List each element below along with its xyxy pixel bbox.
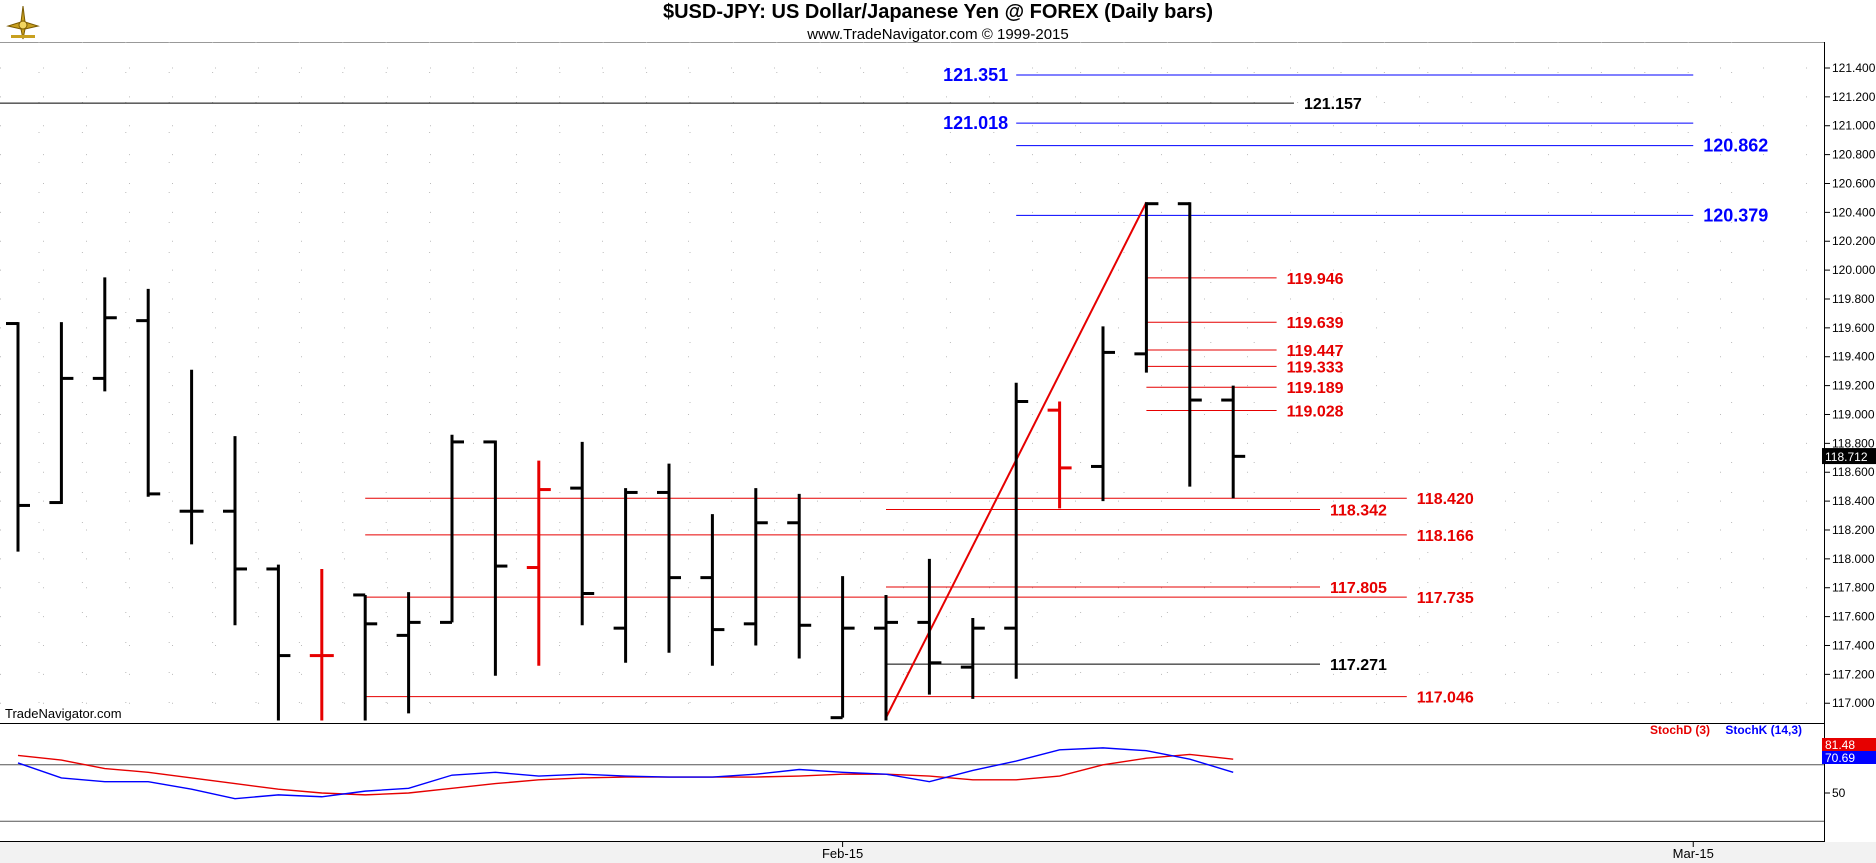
ohlc-bar [223, 436, 247, 626]
chart-subtitle: www.TradeNavigator.com © 1999-2015 [807, 26, 1069, 43]
ohlc-bar [1177, 202, 1202, 487]
y-tick-label: 121.400 [1832, 61, 1876, 75]
ohlc-bar [49, 322, 74, 505]
y-tick-label: 119.200 [1832, 379, 1875, 393]
level-label-119.447: 119.447 [1287, 343, 1344, 360]
ohlc-bar [92, 277, 117, 392]
trade-navigator-logo-icon [3, 2, 43, 42]
y-tick-label: 117.800 [1832, 581, 1875, 595]
level-label-121.157: 121.157 [1304, 96, 1362, 113]
ohlc-bar [526, 460, 551, 666]
ohlc-bar [309, 568, 334, 721]
ohlc-bar [700, 514, 725, 666]
ohlc-bar [874, 594, 898, 721]
level-label-119.028: 119.028 [1287, 403, 1344, 420]
ohlc-bar [6, 322, 30, 552]
y-tick-label: 119.400 [1832, 350, 1875, 364]
ohlc-bar [743, 488, 768, 646]
ohlc-bar [1047, 401, 1072, 509]
level-label-119.189: 119.189 [1287, 380, 1344, 397]
level-label-119.639: 119.639 [1287, 315, 1344, 332]
y-tick-label: 118.600 [1832, 465, 1875, 479]
y-tick-label: 120.400 [1832, 205, 1876, 219]
level-label-117.271: 117.271 [1330, 657, 1387, 674]
level-label-121.018: 121.018 [943, 113, 1008, 133]
ohlc-bar [1004, 382, 1029, 679]
y-tick-label: 117.000 [1832, 696, 1875, 710]
y-tick-label: 117.200 [1832, 667, 1875, 681]
ohlc-bar [266, 564, 291, 721]
level-label-118.342: 118.342 [1330, 502, 1387, 519]
level-label-117.805: 117.805 [1330, 580, 1387, 597]
chart-title: $USD-JPY: US Dollar/Japanese Yen @ FOREX… [662, 1, 1214, 23]
y-tick-label: 120.800 [1832, 148, 1876, 162]
y-tick-label: 117.400 [1832, 638, 1875, 652]
ohlc-bars [6, 202, 1246, 721]
stoch-series-d [17, 753, 1234, 796]
y-tick-label: 120.000 [1832, 263, 1876, 277]
y-tick-label: 119.800 [1832, 292, 1875, 306]
level-label-119.333: 119.333 [1287, 359, 1344, 376]
ohlc-bar [1221, 385, 1246, 499]
ohlc-bar [483, 440, 508, 676]
stoch-badge-label: 70.69 [1825, 751, 1855, 765]
date-axis-background [0, 842, 1876, 863]
ohlc-bar [353, 593, 378, 721]
x-tick-label: Mar-15 [1673, 846, 1714, 861]
stoch-y-tick-label: 50 [1832, 786, 1846, 800]
y-tick-label: 118.400 [1832, 494, 1875, 508]
level-label-118.420: 118.420 [1417, 491, 1474, 508]
y-tick-label: 119.000 [1832, 407, 1875, 421]
stoch-badge-label: 81.48 [1825, 738, 1855, 752]
level-label-118.166: 118.166 [1417, 528, 1474, 545]
level-label-117.046: 117.046 [1417, 690, 1474, 707]
y-tick-label: 118.000 [1832, 552, 1875, 566]
axis-background [1825, 42, 1876, 842]
ohlc-bar [917, 558, 942, 695]
y-tick-label: 118.200 [1832, 523, 1875, 537]
ohlc-bar [136, 288, 161, 497]
level-label-117.735: 117.735 [1417, 590, 1474, 607]
ohlc-bar [657, 463, 681, 653]
stoch-series-k [17, 747, 1234, 800]
ohlc-bar [787, 493, 812, 659]
stoch-legend-d: StochD (3) [1650, 723, 1710, 737]
stoch-legend-k: StochK (14,3) [1725, 723, 1802, 737]
y-tick-label: 121.000 [1832, 119, 1876, 133]
level-label-121.351: 121.351 [943, 65, 1008, 85]
ohlc-bar [1134, 202, 1159, 373]
ohlc-bar [960, 618, 985, 699]
watermark: TradeNavigator.com [5, 706, 122, 721]
y-tick-label: 120.200 [1832, 234, 1876, 248]
y-tick-label: 119.600 [1832, 321, 1875, 335]
stoch-badge-bg [1822, 738, 1876, 751]
y-tick-label: 120.600 [1832, 176, 1876, 190]
ohlc-bar [830, 576, 855, 720]
y-tick-label: 117.600 [1832, 610, 1875, 624]
ohlc-bar [179, 369, 204, 545]
x-tick-label: Feb-15 [822, 846, 863, 861]
y-tick-label: 118.800 [1832, 436, 1875, 450]
level-label-120.862: 120.862 [1703, 136, 1768, 156]
last-price-label: 118.712 [1825, 450, 1868, 464]
level-label-120.379: 120.379 [1703, 205, 1768, 225]
plot-background [0, 42, 1825, 842]
ohlc-bar [440, 434, 464, 624]
ohlc-bar [613, 488, 638, 663]
ohlc-bar [396, 592, 421, 714]
level-label-119.946: 119.946 [1287, 271, 1344, 288]
ohlc-bar [570, 441, 595, 626]
ohlc-bar [1091, 326, 1115, 502]
y-tick-label: 121.200 [1832, 90, 1876, 104]
last-price-badge [1822, 448, 1876, 465]
stoch-badge-bg [1822, 751, 1876, 764]
